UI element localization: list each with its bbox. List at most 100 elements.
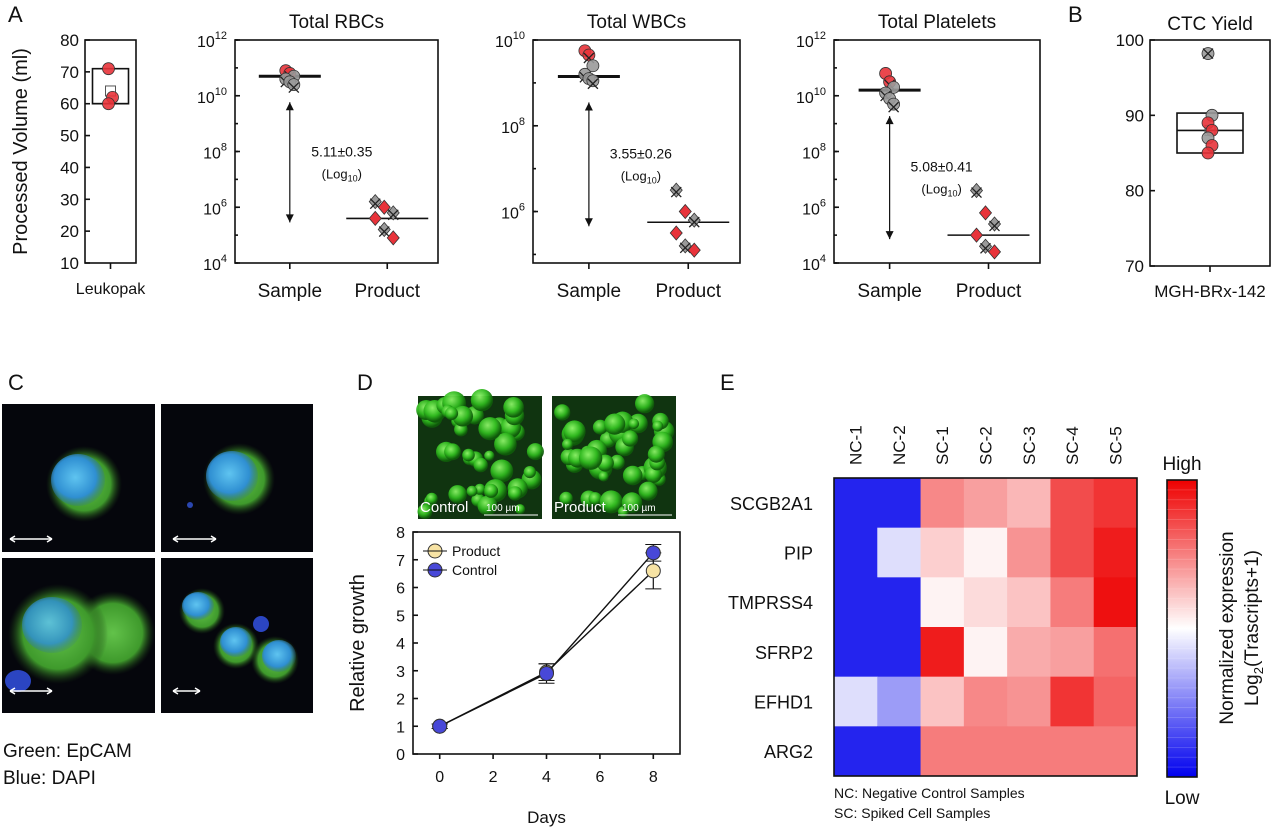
x-tick-label: 8 xyxy=(649,769,658,786)
product-point xyxy=(969,182,984,199)
product-point-x-dot xyxy=(387,209,399,221)
y-tick-label: 100 xyxy=(1116,31,1144,50)
sample-point xyxy=(586,59,600,73)
y-tick-label: 10 xyxy=(60,254,79,273)
y-tick-label: 80 xyxy=(1125,182,1144,201)
x-category-label: Product xyxy=(656,281,722,302)
y-tick-label: 6 xyxy=(396,581,405,598)
fold-change-value: 5.11±0.35 xyxy=(311,143,372,159)
sample-point-x xyxy=(587,78,599,90)
y-tick-label: 60 xyxy=(60,95,79,114)
micrograph-grid xyxy=(2,404,313,713)
culture-images: Control Product 100 µm 100 µm xyxy=(416,389,676,519)
row-label: SCGB2A1 xyxy=(730,494,813,514)
spheroid xyxy=(559,491,573,506)
processed-volume-chart: 10 20 30 40 50 60 70 80 Leukopak Processed Volume… xyxy=(10,31,146,298)
colorbar xyxy=(1166,479,1198,778)
spheroid xyxy=(638,481,658,501)
total-platelets-chart: 104 106 108 1010 1012 Sample Product Total Plat… xyxy=(796,12,1041,302)
y-tick-label: 108 xyxy=(203,142,227,163)
heatmap-cell xyxy=(1050,577,1095,628)
product-point xyxy=(386,230,400,246)
heatmap-cell xyxy=(834,478,878,529)
sample-point xyxy=(887,97,901,111)
y-tick-label: 4 xyxy=(396,636,405,653)
heatmap-cell xyxy=(1007,726,1051,777)
product-point xyxy=(368,210,382,227)
ctc-yield-chart: 70 80 90 100 MGH-BRx-142 CTC Yield xyxy=(1116,14,1271,301)
x-category-label: Sample xyxy=(258,281,322,302)
x-category-label: Leukopak xyxy=(76,281,146,298)
data-point-dot xyxy=(102,97,115,111)
y-tick-label: 5 xyxy=(396,608,405,625)
product-point-x xyxy=(989,220,1000,232)
y-tick-label: 1010 xyxy=(197,86,227,107)
heatmap-cell xyxy=(1093,676,1138,727)
y-tick-label: 1 xyxy=(396,719,405,736)
product-point-x xyxy=(387,209,399,221)
y-tick-label: 1012 xyxy=(197,30,227,51)
sample-point-dot xyxy=(287,78,301,91)
spheroid xyxy=(652,420,664,432)
expression-heatmap: NC-1 NC-2 SC-1 SC-2 SC-3 SC-4 SC-5 SCGB2A1 PIP TM… xyxy=(728,425,1266,821)
product-point-dot xyxy=(377,221,391,238)
spheroid xyxy=(628,418,640,430)
heatmap-cell xyxy=(963,676,1008,727)
y-tick-label: 1012 xyxy=(796,30,826,51)
cell-nucleus xyxy=(5,670,31,692)
heatmap-cell xyxy=(877,478,922,529)
cell-nucleus xyxy=(220,627,252,657)
legend-blue: Blue: DAPI xyxy=(3,768,96,789)
panel-label-c: C xyxy=(8,370,24,395)
heatmap-cell xyxy=(1007,478,1051,529)
heatmap-cell xyxy=(834,577,878,628)
product-point-x xyxy=(679,242,691,254)
spheroid xyxy=(578,446,603,470)
sample-point-x xyxy=(888,101,900,113)
y-axis-label: Relative growth xyxy=(347,574,369,712)
spheroid xyxy=(490,459,514,483)
heatmap-cell xyxy=(877,577,922,628)
cell-nucleus xyxy=(182,592,214,620)
panel-label-d: D xyxy=(357,370,373,395)
x-category-label: MGH-BRx-142 xyxy=(1154,282,1265,301)
total-rbcs-chart: 104 106 108 1010 1012 Sample Product Total RBCs… xyxy=(197,12,439,302)
heatmap-cell xyxy=(1050,527,1095,578)
spheroid xyxy=(563,420,586,443)
product-point-x xyxy=(378,226,390,238)
product-point-dot xyxy=(669,182,683,198)
y-tick-label: 106 xyxy=(501,202,525,223)
heatmap-cell xyxy=(1050,726,1095,777)
product-point-dot xyxy=(678,203,692,220)
heatmap-cell xyxy=(963,577,1008,628)
panel-label-b: B xyxy=(1068,2,1083,27)
spheroid xyxy=(609,454,625,470)
point-control xyxy=(539,666,554,682)
point-product xyxy=(645,563,661,579)
y-tick-label: 7 xyxy=(396,553,405,570)
data-point-x xyxy=(1202,48,1214,60)
control-scale-text: 100 µm xyxy=(486,503,520,514)
heatmap-cell xyxy=(877,726,922,777)
sample-point-dot xyxy=(887,97,901,111)
control-image-label: Control xyxy=(420,499,468,516)
column-label: NC-1 xyxy=(847,425,866,465)
cell-nucleus xyxy=(253,616,269,632)
heatmap-cell xyxy=(1093,627,1138,678)
chart-title: Total WBCs xyxy=(587,12,686,33)
x-category-label: Sample xyxy=(557,281,621,302)
spheroid xyxy=(621,492,643,513)
x-tick-label: 0 xyxy=(435,769,444,786)
sample-point xyxy=(287,78,301,91)
spheroid xyxy=(622,430,639,447)
cell-nucleus xyxy=(51,454,105,506)
spheroid xyxy=(592,419,608,435)
y-tick-label: 70 xyxy=(1125,257,1144,276)
y-tick-label: 20 xyxy=(60,222,79,241)
data-point xyxy=(102,62,115,76)
heatmap-cell xyxy=(920,627,965,678)
y-tick-label: 106 xyxy=(802,197,826,218)
sample-point-dot xyxy=(582,48,596,62)
spheroid xyxy=(448,485,467,504)
product-point-dot xyxy=(386,230,400,246)
